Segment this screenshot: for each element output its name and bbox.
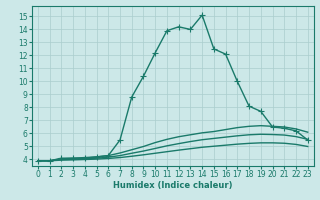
- X-axis label: Humidex (Indice chaleur): Humidex (Indice chaleur): [113, 181, 233, 190]
